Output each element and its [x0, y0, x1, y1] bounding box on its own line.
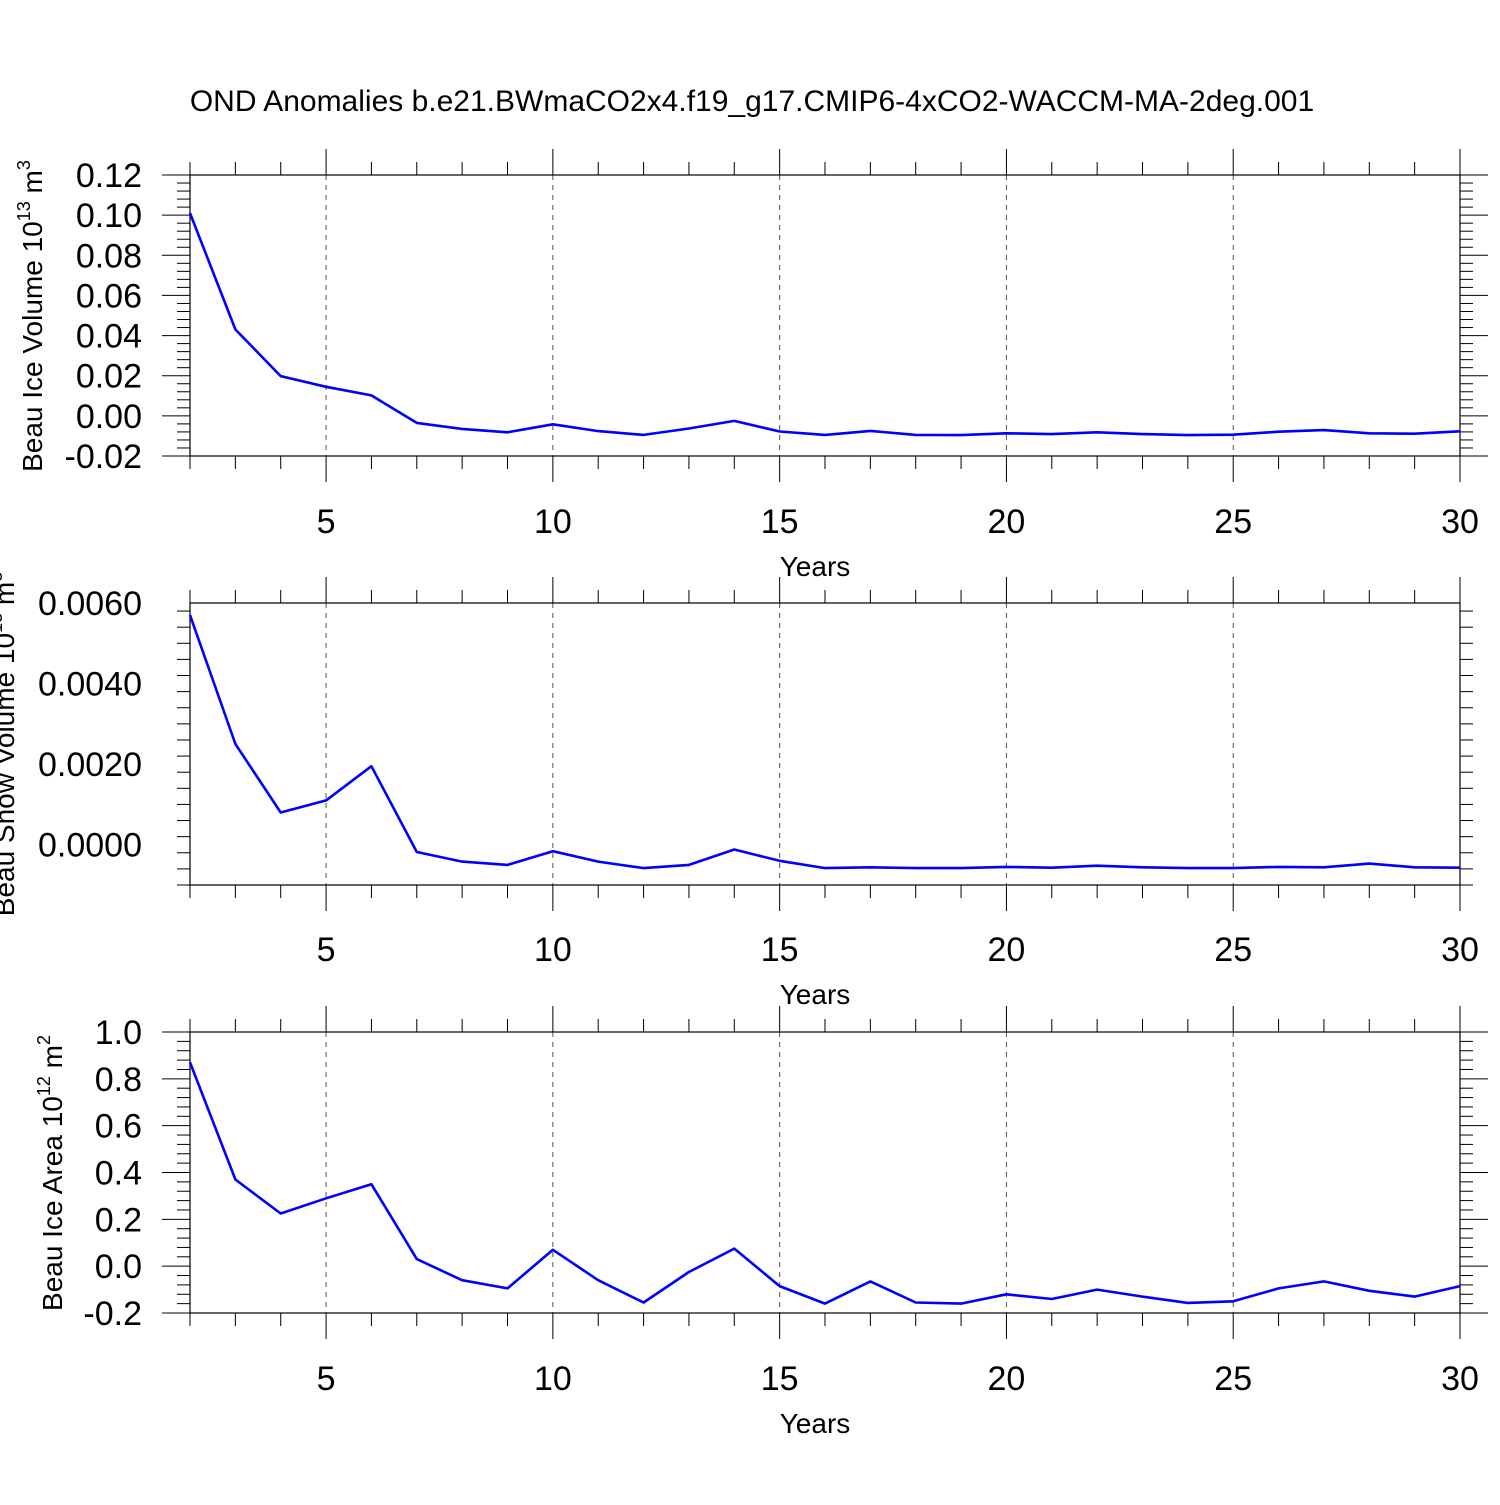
x-tick-label: 30	[1441, 503, 1479, 541]
x-tick-label: 20	[988, 1360, 1026, 1398]
y-axis-label-unit-exponent: 3	[14, 160, 34, 170]
y-tick-label: 0.4	[95, 1155, 142, 1193]
y-axis-label: Beau Ice Volume 1013 m3	[14, 160, 48, 472]
panels: -0.020.000.020.040.060.080.100.125 10 15 20…	[0, 149, 1488, 1439]
x-tick-label: 15	[761, 503, 799, 541]
y-axis-label-unit: m	[0, 582, 20, 613]
y-tick-label: 1.0	[95, 1014, 142, 1052]
y-tick-label: 0.12	[76, 157, 142, 195]
x-tick-label: 20	[988, 931, 1026, 969]
x-tick-label: 25	[1214, 931, 1252, 969]
y-tick-label: 0.0060	[38, 585, 142, 623]
y-tick-label: 0.6	[95, 1108, 142, 1146]
y-tick-label: 0.2	[95, 1201, 142, 1239]
x-tick-label: 10	[534, 503, 572, 541]
y-axis-label-text: Beau Ice Area 10	[37, 1096, 68, 1311]
x-axis-label: Years	[780, 979, 851, 1010]
x-tick-label: 10	[534, 1360, 572, 1398]
y-tick-label: 0.04	[76, 318, 142, 356]
series-line	[188, 212, 1461, 437]
panel-2: 0.0000 0.0020 0.0040 0.0060 5 10 15 20 25 30 Years…	[0, 572, 1479, 1010]
y-tick-label: 0.08	[76, 237, 142, 275]
x-tick-label: 30	[1441, 1360, 1479, 1398]
y-axis-label-unit-exponent: 3	[0, 572, 6, 582]
y-tick-label: -0.02	[65, 438, 143, 476]
x-tick-label: 10	[534, 931, 572, 969]
y-axis-label-text: Beau Snow Volume 10	[0, 633, 20, 916]
x-tick-label: 20	[988, 503, 1026, 541]
panel-3: -0.2 0.0 0.2 0.4 0.6 0.8 1.0 5 10 15 20 25 30 Years Be…	[34, 1006, 1488, 1439]
y-axis-label-unit: m	[17, 170, 48, 201]
x-tick-label: 30	[1441, 931, 1479, 969]
y-tick-label: 0.02	[76, 358, 142, 396]
y-axis-label-unit-exponent: 2	[34, 1035, 54, 1045]
series-line	[188, 1061, 1461, 1305]
y-tick-label: 0.00	[76, 398, 142, 436]
chart-title: OND Anomalies b.e21.BWmaCO2x4.f19_g17.CM…	[190, 85, 1314, 118]
x-tick-label: 5	[317, 503, 336, 541]
y-axis-label-exponent: 13	[14, 201, 34, 221]
y-axis-label: Beau Snow Volume 1013 m3	[0, 572, 20, 916]
y-axis-label-text: Beau Ice Volume 10	[17, 221, 48, 472]
y-axis-label-exponent: 12	[34, 1076, 54, 1096]
x-tick-label: 5	[317, 1360, 336, 1398]
y-tick-label: 0.8	[95, 1061, 142, 1099]
x-axis-label: Years	[780, 551, 851, 582]
panel-1: -0.020.000.020.040.060.080.100.12 5 10 15 20…	[14, 149, 1488, 582]
y-tick-label: 0.0000	[38, 827, 142, 865]
y-tick-label: 0.0040	[38, 666, 142, 704]
x-tick-label: 15	[761, 931, 799, 969]
y-tick-label: 0.0	[95, 1248, 142, 1286]
y-tick-label: -0.2	[83, 1295, 142, 1333]
x-tick-label: 25	[1214, 503, 1252, 541]
x-tick-label: 15	[761, 1360, 799, 1398]
x-axis-label: Years	[780, 1408, 851, 1439]
x-tick-label: 5	[317, 931, 336, 969]
y-axis-label: Beau Ice Area 1012 m2	[34, 1035, 68, 1311]
x-tick-label: 25	[1214, 1360, 1252, 1398]
y-tick-label: 0.06	[76, 277, 142, 315]
y-axis-label-unit: m	[37, 1045, 68, 1076]
y-axis-label-exponent: 13	[0, 613, 6, 633]
y-tick-label: 0.10	[76, 197, 142, 235]
series-line	[188, 614, 1461, 870]
y-tick-label: 0.0020	[38, 746, 142, 784]
